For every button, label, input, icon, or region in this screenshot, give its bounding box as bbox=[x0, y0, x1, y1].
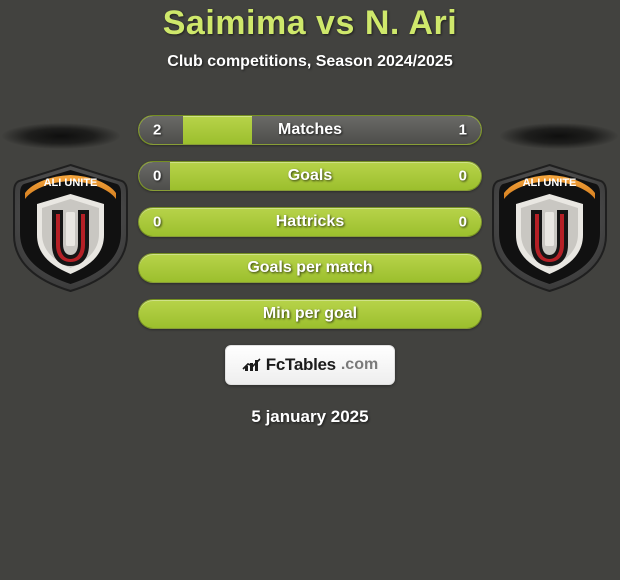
content: ALI UNITE ALI UNITE 2 Matche bbox=[0, 115, 620, 427]
stat-label: Hattricks bbox=[139, 213, 481, 231]
badge-left-text: ALI UNITE bbox=[44, 177, 98, 189]
stat-value-right: 1 bbox=[459, 122, 467, 139]
badge-shadow-right bbox=[500, 123, 618, 149]
stat-value-right: 0 bbox=[459, 168, 467, 185]
stat-row-goals-per-match: Goals per match bbox=[138, 253, 482, 283]
stat-label: Goals per match bbox=[139, 259, 481, 277]
bar-chart-icon bbox=[242, 357, 262, 373]
stat-label: Goals bbox=[139, 167, 481, 185]
stat-rows: 2 Matches 1 0 Goals 0 0 Hattricks 0 bbox=[138, 115, 482, 329]
club-badge-left: ALI UNITE bbox=[12, 163, 129, 293]
stat-fill-right bbox=[252, 116, 481, 144]
stat-label: Min per goal bbox=[139, 305, 481, 323]
club-badge-right: ALI UNITE bbox=[491, 163, 608, 293]
stat-row-min-per-goal: Min per goal bbox=[138, 299, 482, 329]
stat-row-hattricks: 0 Hattricks 0 bbox=[138, 207, 482, 237]
page-title: Saimima vs N. Ari bbox=[0, 4, 620, 43]
brand-suffix: .com bbox=[341, 356, 378, 374]
stat-row-matches: 2 Matches 1 bbox=[138, 115, 482, 145]
stat-value-right: 0 bbox=[459, 214, 467, 231]
stat-value-left: 0 bbox=[153, 168, 161, 185]
brand-name: FcTables bbox=[266, 355, 336, 375]
stat-value-left: 2 bbox=[153, 122, 161, 139]
stat-row-goals: 0 Goals 0 bbox=[138, 161, 482, 191]
infographic-root: Saimima vs N. Ari Club competitions, Sea… bbox=[0, 0, 620, 580]
badge-shadow-left bbox=[2, 123, 120, 149]
stat-value-left: 0 bbox=[153, 214, 161, 231]
subtitle: Club competitions, Season 2024/2025 bbox=[0, 53, 620, 71]
badge-right-text: ALI UNITE bbox=[523, 177, 577, 189]
date-text: 5 january 2025 bbox=[0, 407, 620, 427]
brand-badge: FcTables .com bbox=[225, 345, 395, 385]
